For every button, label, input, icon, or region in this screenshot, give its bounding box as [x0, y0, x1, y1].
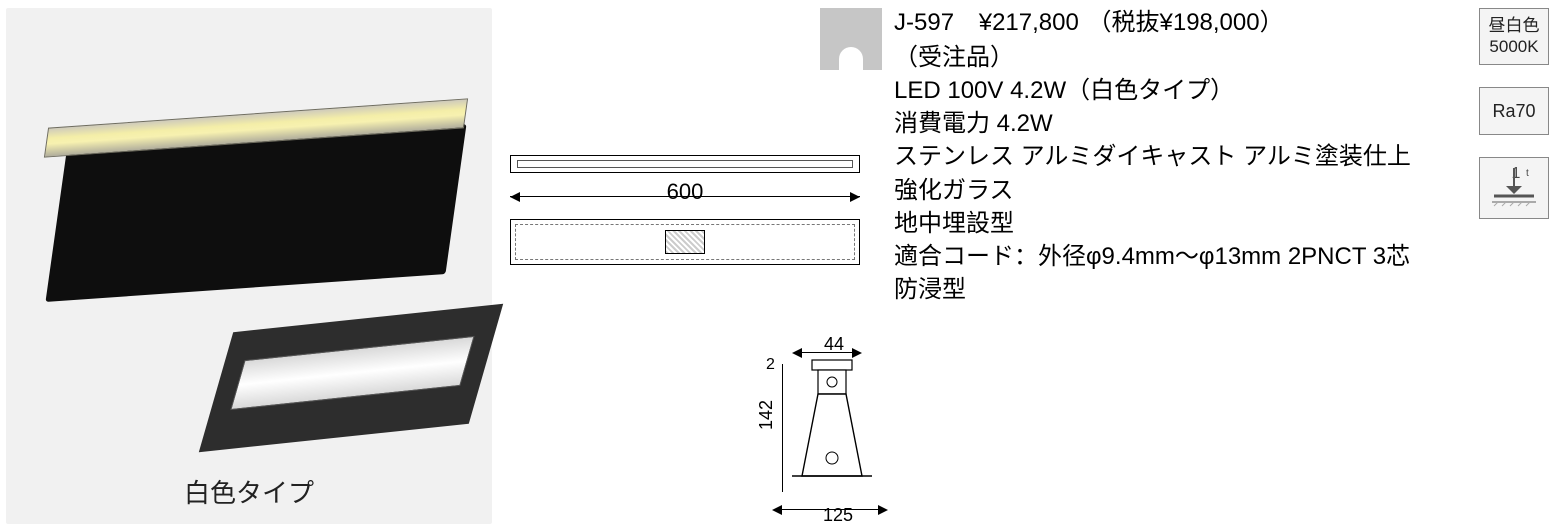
cri-badge: Ra70 [1479, 87, 1549, 136]
product-code: J-597 [894, 9, 954, 36]
spec-line: 防浸型 [894, 273, 1411, 306]
load-value-text: 1 [1512, 165, 1521, 182]
fixture-closeup-strip [230, 336, 474, 410]
top-view-inner [517, 160, 853, 168]
height-value: 142 [756, 400, 777, 430]
length-value: 600 [510, 179, 860, 205]
color-temp-value: 5000K [1482, 36, 1546, 57]
fixture-photo [36, 98, 466, 328]
top-offset-value: 2 [766, 356, 775, 374]
load-rating-badge: 1 t [1479, 157, 1549, 219]
price-excl-suffix: ） [1260, 9, 1284, 36]
price-excluding-tax: ¥198,000 [1160, 9, 1260, 36]
cross-section-svg [790, 358, 874, 488]
color-temp-badge: 昼白色 5000K [1479, 8, 1549, 65]
top-view-rect [510, 155, 860, 173]
price-including-tax: ¥217,800 [979, 9, 1079, 36]
spec-line: 地中埋設型 [894, 207, 1411, 240]
spec-block: J-597 ¥217,800 （税抜¥198,000） （受注品） LED 10… [894, 6, 1411, 306]
load-rating-icon: 1 t [1490, 164, 1538, 208]
load-unit-text: t [1526, 168, 1529, 179]
order-note: （受注品） [894, 41, 1411, 74]
price-excl-prefix: （税抜 [1088, 9, 1160, 36]
arrow-left-icon [772, 505, 782, 515]
dimension-drawing-top: 600 [510, 155, 860, 265]
base-width-value: 125 [798, 505, 878, 526]
spec-line: ステンレス アルミダイキャスト アルミ塗装仕上 [894, 140, 1411, 173]
fixture-type-icon [820, 8, 882, 70]
spec-line: 消費電力 4.2W [894, 107, 1411, 140]
spec-line: 適合コード：外径φ9.4mm～φ13mm 2PNCT 3芯 [894, 240, 1411, 273]
arrow-right-icon [878, 505, 888, 515]
side-view-rect [510, 219, 860, 265]
dimension-line-vertical [782, 364, 783, 492]
length-dimension: 600 [510, 183, 860, 209]
top-width-value: 44 [804, 334, 864, 355]
cri-value: Ra70 [1492, 101, 1535, 121]
badge-column: 昼白色 5000K Ra70 1 t [1479, 8, 1549, 219]
spec-header: J-597 ¥217,800 （税抜¥198,000） [894, 6, 1411, 39]
side-view-center [665, 230, 705, 254]
photo-caption: 白色タイプ [6, 473, 492, 510]
cross-section-drawing: 44 2 142 125 [760, 340, 900, 520]
spec-line: LED 100V 4.2W（白色タイプ） [894, 74, 1411, 107]
product-photo-panel: 白色タイプ [6, 8, 492, 524]
spec-line: 強化ガラス [894, 174, 1411, 207]
arrow-left-icon [792, 348, 802, 358]
color-temp-label: 昼白色 [1482, 15, 1546, 36]
